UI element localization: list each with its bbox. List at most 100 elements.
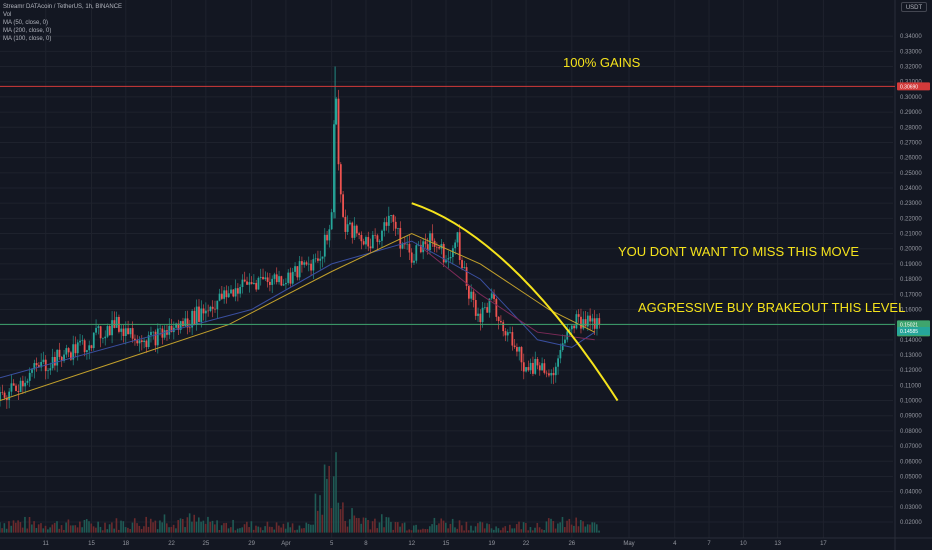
candle-body <box>451 248 454 258</box>
candle-body <box>56 349 59 366</box>
volume-bar <box>362 517 365 533</box>
candle-body <box>392 215 395 222</box>
volume-bar <box>147 526 150 533</box>
legend-ma50[interactable]: MA (50, close, 0) <box>3 20 49 26</box>
candle <box>140 335 143 351</box>
candle <box>216 300 219 319</box>
candle <box>15 383 17 392</box>
candle-body <box>191 310 194 328</box>
legend-vol[interactable]: Vol <box>3 12 12 18</box>
candle <box>79 333 81 346</box>
candle-body <box>193 310 196 325</box>
candle <box>220 285 223 300</box>
candle <box>129 328 132 338</box>
candle <box>255 279 258 292</box>
candle-body <box>250 282 253 285</box>
candle <box>339 162 342 203</box>
volume-bar <box>300 528 303 533</box>
volume-bar <box>184 527 186 533</box>
legend-symbol[interactable]: Streamr DATAcoin / TetherUS, 1h, BINANCE <box>3 4 123 10</box>
candle-body <box>575 314 578 329</box>
price-tick-label: 0.24000 <box>900 186 922 192</box>
candle-body <box>143 340 145 343</box>
ma-line <box>0 240 595 379</box>
candle <box>143 337 145 349</box>
volume-bar <box>90 523 93 533</box>
volume-bar <box>149 518 152 533</box>
candle <box>353 217 356 241</box>
candle-body <box>241 279 244 288</box>
candle <box>435 242 438 253</box>
candle <box>301 256 303 273</box>
candle <box>314 253 317 263</box>
candle-body <box>42 359 45 362</box>
candle-body <box>252 282 255 285</box>
currency-button[interactable]: USDT <box>901 2 927 12</box>
candle-body <box>580 316 582 329</box>
candle-body <box>406 243 409 245</box>
candle <box>31 367 33 377</box>
volume-bar <box>275 522 278 533</box>
volume-bar <box>28 516 31 533</box>
candle-body <box>8 391 11 401</box>
volume-bar <box>60 525 63 533</box>
candle-body <box>225 290 228 298</box>
price-tick-label: 0.22000 <box>900 216 922 222</box>
volume-bar <box>545 521 548 533</box>
candle-body <box>339 164 342 195</box>
volume-bar <box>220 525 223 533</box>
candle-body <box>362 241 365 245</box>
volume-bar <box>374 518 376 533</box>
candle-body <box>335 98 338 125</box>
volume-bar <box>310 524 312 533</box>
volume-bar <box>584 526 587 533</box>
volume-bar <box>390 521 392 533</box>
candle <box>147 331 150 349</box>
volume-bar <box>364 517 367 533</box>
volume-bar <box>243 524 246 533</box>
candle <box>550 369 553 384</box>
volume-bar <box>506 530 509 533</box>
candle-body <box>344 216 347 232</box>
candle-body <box>227 293 230 298</box>
volume-bar <box>179 518 182 533</box>
candle <box>81 335 84 345</box>
volume-bar <box>470 525 472 533</box>
candle-body <box>301 261 303 265</box>
candle <box>280 275 283 287</box>
candle-body <box>195 306 198 325</box>
volume-bar <box>481 522 484 533</box>
candle-body <box>218 293 221 301</box>
candle <box>111 311 113 344</box>
time-tick-label: 29 <box>248 541 255 547</box>
volume-bar <box>234 530 237 533</box>
candle-body <box>506 332 509 336</box>
candle <box>209 305 212 313</box>
candle <box>291 267 294 286</box>
candle <box>108 324 111 336</box>
legend-ma200[interactable]: MA (200, close, 0) <box>3 28 52 34</box>
candle <box>86 349 88 360</box>
candle <box>554 362 557 383</box>
candle <box>463 260 466 269</box>
candle-body <box>568 329 571 332</box>
candle-body <box>40 361 43 368</box>
candle <box>497 316 500 330</box>
candle <box>367 231 370 252</box>
candle <box>362 238 365 246</box>
candle <box>33 359 36 379</box>
candle <box>47 367 49 379</box>
legend-ma100[interactable]: MA (100, close, 0) <box>3 36 52 42</box>
candle <box>335 96 338 126</box>
price-tick-label: 0.27000 <box>900 140 922 146</box>
volume-bar <box>518 521 520 533</box>
candle-body <box>223 290 226 299</box>
volume-bar <box>378 522 381 533</box>
volume-bar <box>525 522 527 533</box>
volume-bar <box>296 529 298 533</box>
volume-bar <box>536 522 539 533</box>
candle-body <box>484 307 486 308</box>
volume-bar <box>95 527 97 533</box>
